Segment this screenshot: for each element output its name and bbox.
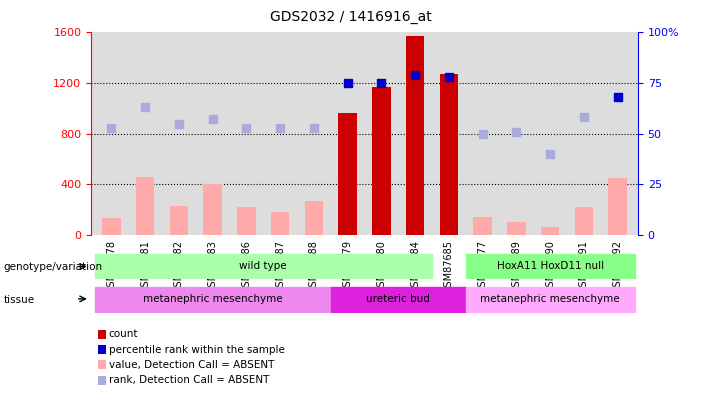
Bar	[339, 113, 357, 235]
Text: metanephric mesenchyme: metanephric mesenchyme	[480, 294, 620, 305]
Bar	[170, 206, 188, 235]
Text: wild type: wild type	[240, 261, 287, 271]
Bar	[203, 184, 222, 235]
Bar	[95, 254, 432, 279]
Point	[308, 124, 320, 131]
Point	[477, 130, 489, 137]
Point	[139, 104, 151, 111]
Bar	[305, 201, 323, 235]
Text: rank, Detection Call = ABSENT: rank, Detection Call = ABSENT	[109, 375, 269, 385]
Bar	[95, 287, 331, 312]
Bar	[507, 222, 526, 235]
Point	[342, 80, 353, 86]
Text: HoxA11 HoxD11 null: HoxA11 HoxD11 null	[496, 261, 604, 271]
Bar	[473, 217, 492, 235]
Bar	[465, 254, 634, 279]
Point	[173, 120, 184, 127]
Text: genotype/variation: genotype/variation	[4, 262, 102, 272]
Bar	[331, 287, 465, 312]
Bar	[136, 177, 154, 235]
Point	[578, 114, 590, 121]
Text: metanephric mesenchyme: metanephric mesenchyme	[143, 294, 283, 305]
Bar	[541, 227, 559, 235]
Point	[545, 151, 556, 157]
Bar	[575, 207, 593, 235]
Text: GDS2032 / 1416916_at: GDS2032 / 1416916_at	[270, 10, 431, 24]
Text: tissue: tissue	[4, 295, 34, 305]
Point	[612, 94, 623, 100]
Bar	[608, 178, 627, 235]
Point	[409, 72, 421, 78]
Bar	[271, 212, 290, 235]
Point	[376, 80, 387, 86]
Bar	[372, 87, 390, 235]
Text: percentile rank within the sample: percentile rank within the sample	[109, 345, 285, 354]
Point	[443, 74, 454, 80]
Text: value, Detection Call = ABSENT: value, Detection Call = ABSENT	[109, 360, 274, 370]
Bar	[102, 218, 121, 235]
Text: count: count	[109, 329, 138, 339]
Bar	[465, 287, 634, 312]
Bar	[237, 207, 256, 235]
Point	[207, 116, 218, 123]
Point	[275, 124, 286, 131]
Point	[511, 128, 522, 135]
Point	[106, 124, 117, 131]
Text: ureteric bud: ureteric bud	[367, 294, 430, 305]
Point	[240, 124, 252, 131]
Bar	[440, 74, 458, 235]
Bar	[406, 36, 424, 235]
